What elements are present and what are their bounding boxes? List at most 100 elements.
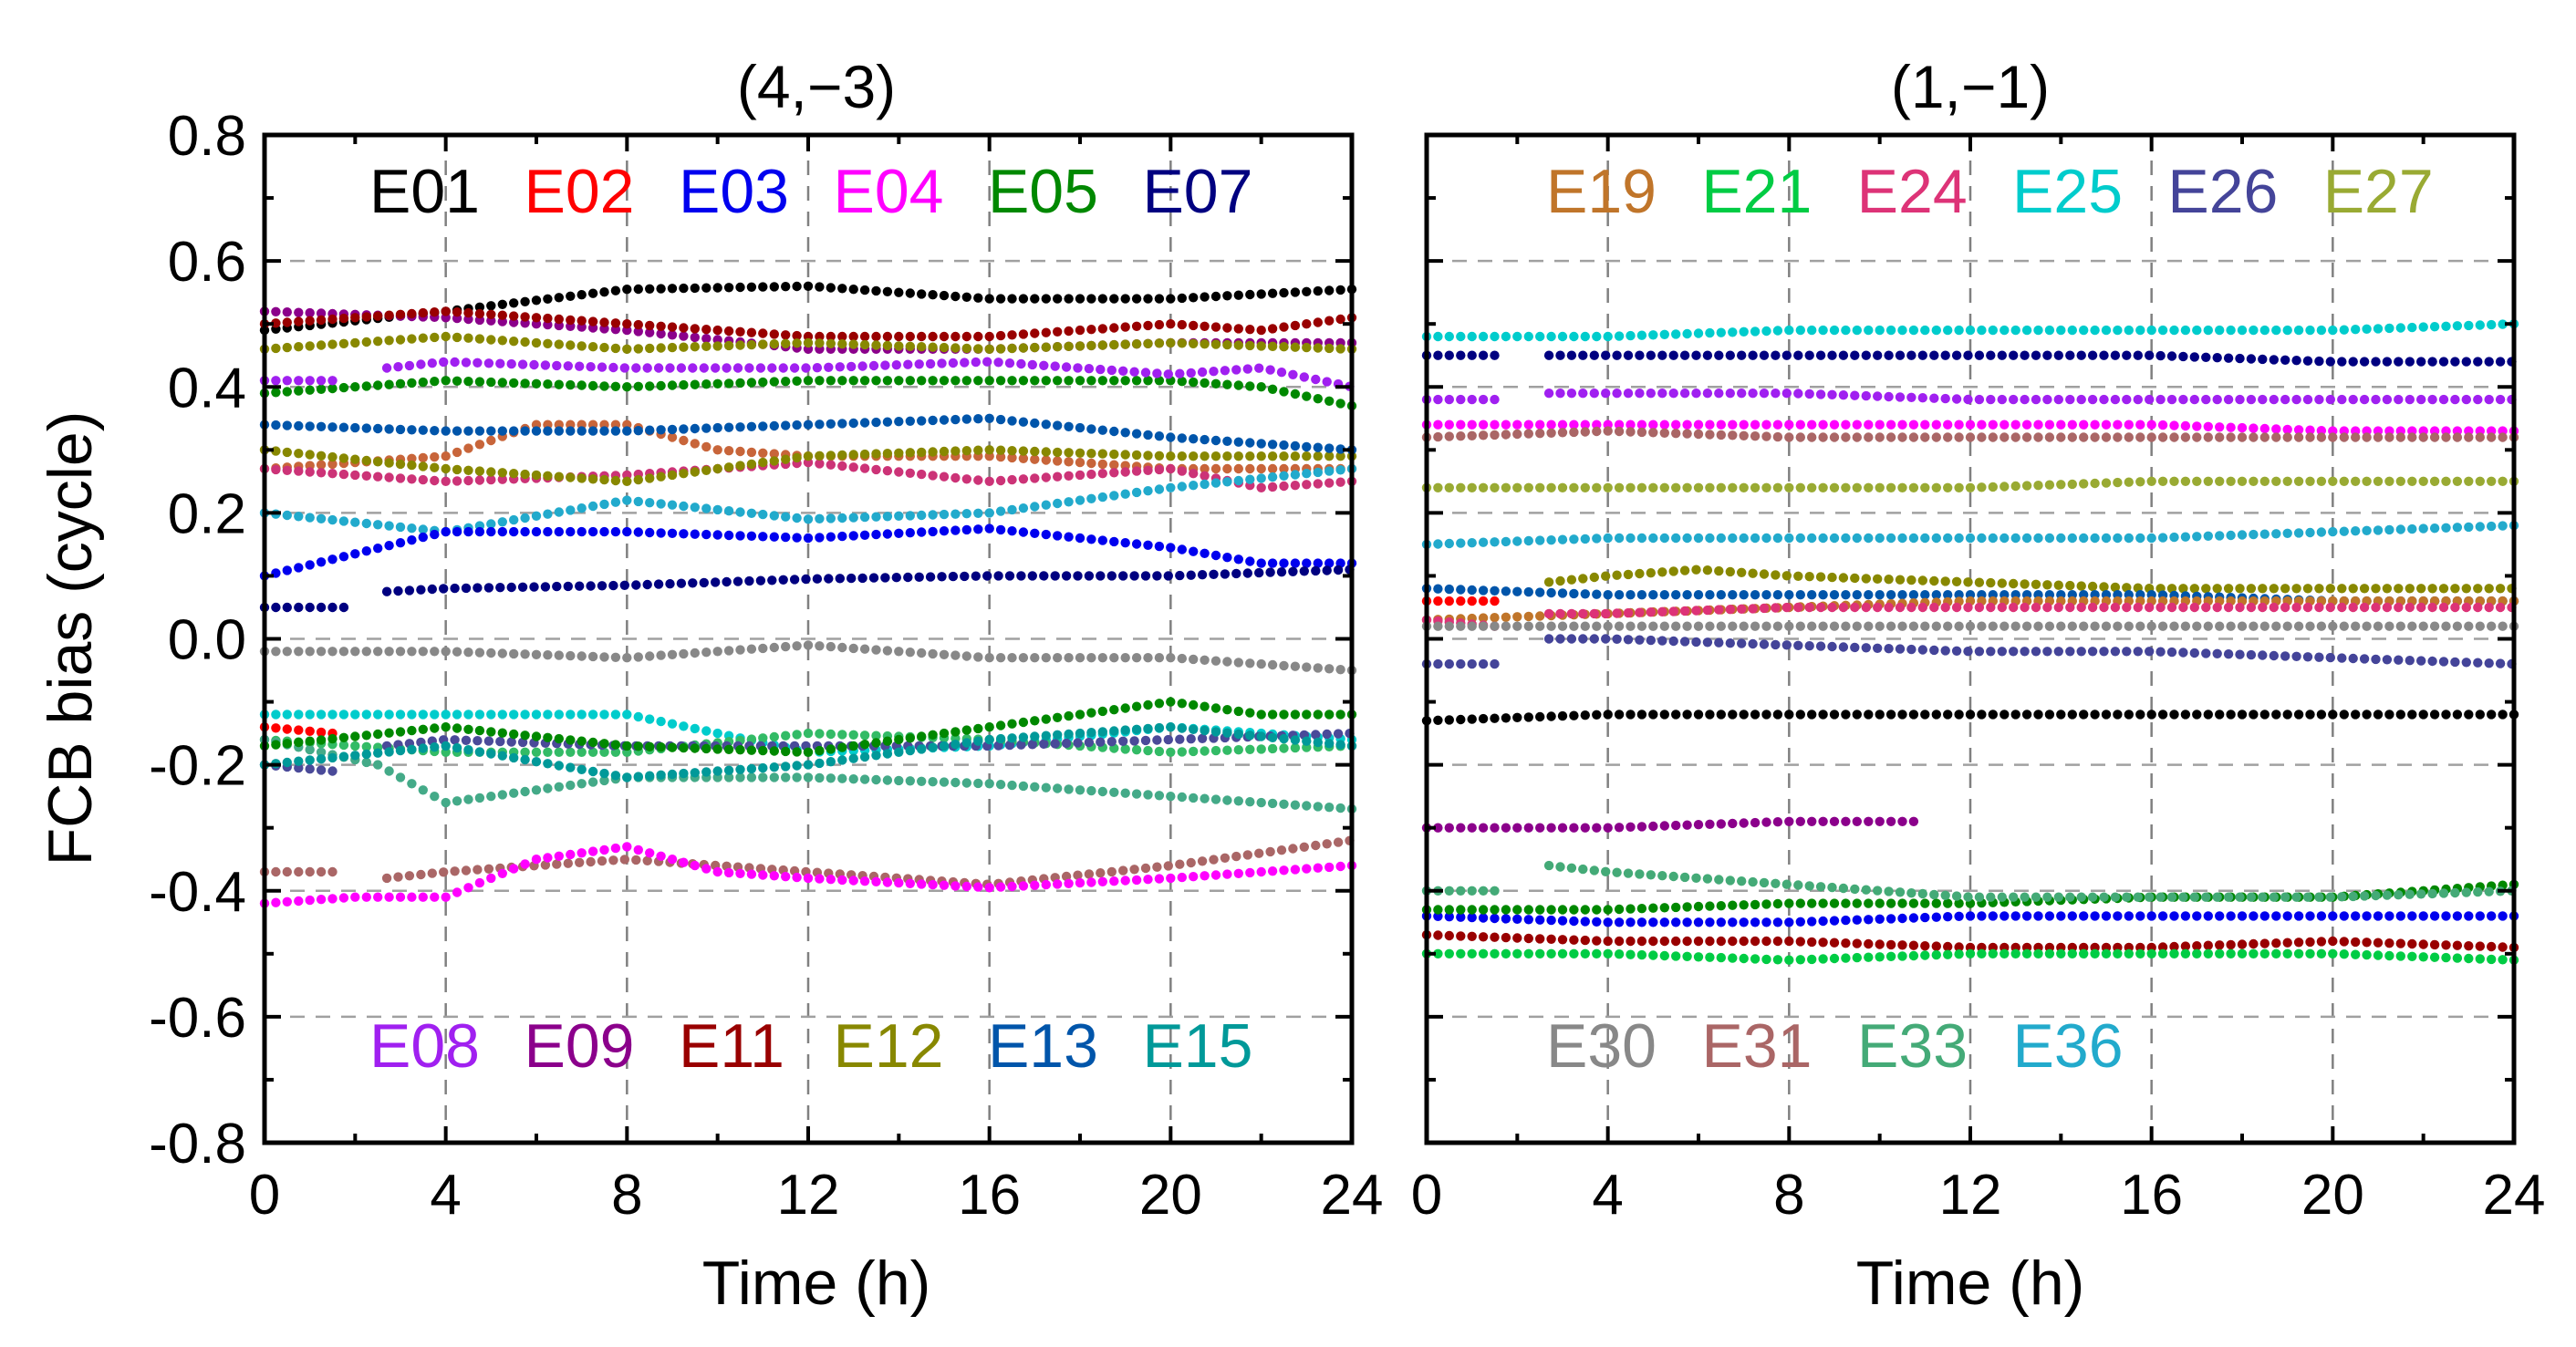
data-point (452, 332, 462, 343)
data-point (1716, 621, 1727, 631)
data-point (2223, 353, 2234, 363)
data-point (1566, 863, 1577, 873)
data-point (543, 783, 553, 793)
data-point (1131, 339, 1142, 349)
data-point (2407, 938, 2417, 949)
data-point (961, 509, 972, 519)
data-point (1750, 326, 1761, 337)
data-point (1884, 602, 1894, 613)
data-point (1682, 917, 1692, 927)
data-point (1177, 319, 1188, 330)
data-point (1714, 350, 1724, 360)
data-point (1324, 316, 1335, 326)
data-point (486, 435, 496, 446)
data-point (1702, 350, 1713, 360)
data-point (2237, 422, 2248, 433)
data-point (2438, 602, 2449, 613)
data-point (1897, 590, 1907, 600)
data-point (509, 426, 519, 436)
data-point (1566, 350, 1577, 360)
data-point (995, 506, 1006, 516)
data-point (282, 602, 292, 613)
data-point (1771, 639, 1781, 650)
data-point (2065, 602, 2075, 613)
data-point (667, 432, 678, 442)
data-point (1061, 362, 1072, 372)
data-point (826, 641, 836, 652)
data-point (2087, 581, 2098, 592)
data-point (1977, 911, 1987, 921)
data-point (2452, 911, 2463, 921)
data-point (529, 359, 539, 370)
data-point (894, 877, 904, 888)
data-point (350, 313, 360, 323)
data-point (1864, 420, 1874, 430)
data-point (1290, 481, 1301, 491)
data-point (1566, 575, 1577, 585)
data-point (2113, 710, 2123, 720)
data-point (633, 772, 643, 782)
data-point (1566, 389, 1577, 399)
data-point (826, 376, 836, 386)
data-point (2484, 658, 2494, 668)
data-point (1456, 905, 1466, 915)
data-point (1189, 699, 1199, 710)
data-point (1267, 463, 1278, 474)
data-point (543, 379, 553, 389)
data-point (2351, 911, 2361, 921)
data-point (1557, 482, 1568, 492)
data-point (2487, 954, 2497, 965)
data-point (1920, 325, 1930, 336)
data-point (461, 865, 472, 876)
data-point (305, 307, 315, 318)
data-point (1222, 869, 1232, 879)
data-point (1761, 590, 1771, 600)
data-point (1771, 603, 1781, 613)
data-point (1737, 604, 1747, 614)
data-point (1974, 892, 1985, 902)
data-point (1705, 710, 1715, 720)
data-point (2464, 320, 2474, 331)
data-point (2395, 524, 2405, 534)
data-point (642, 855, 652, 865)
data-point (961, 343, 972, 354)
data-point (2405, 602, 2415, 613)
series-unlabeled (259, 463, 1357, 537)
data-point (418, 892, 428, 902)
data-point (723, 326, 734, 337)
data-point (316, 895, 327, 905)
data-point (1897, 533, 1907, 544)
data-point (1018, 781, 1029, 792)
data-point (1177, 723, 1188, 733)
data-point (1648, 950, 1658, 960)
data-point (1716, 533, 1727, 544)
data-point (622, 382, 632, 392)
data-point (506, 737, 516, 747)
data-point (1917, 393, 1927, 403)
data-point (1186, 368, 1196, 378)
data-point (2178, 584, 2188, 594)
legend-entry-E04: E04 (833, 157, 943, 226)
data-point (566, 291, 576, 301)
data-point (2302, 652, 2313, 662)
data-point (1827, 882, 1837, 893)
data-point (1646, 568, 1657, 578)
data-point (1276, 845, 1287, 855)
data-point (1601, 350, 1611, 360)
data-point (1288, 566, 1298, 576)
data-point (735, 282, 745, 293)
data-point (2305, 911, 2315, 921)
data-point (1977, 432, 1987, 442)
data-point (473, 736, 483, 746)
data-point (1097, 324, 1108, 334)
data-point (1569, 916, 1579, 927)
data-point (2407, 432, 2417, 442)
data-point (1940, 393, 1950, 404)
data-point (1784, 432, 1794, 442)
data-point (792, 872, 802, 883)
data-point (1943, 325, 1953, 336)
data-point (894, 747, 904, 757)
data-point (1829, 916, 1840, 926)
data-point (1467, 714, 1477, 724)
data-point (1189, 320, 1199, 331)
